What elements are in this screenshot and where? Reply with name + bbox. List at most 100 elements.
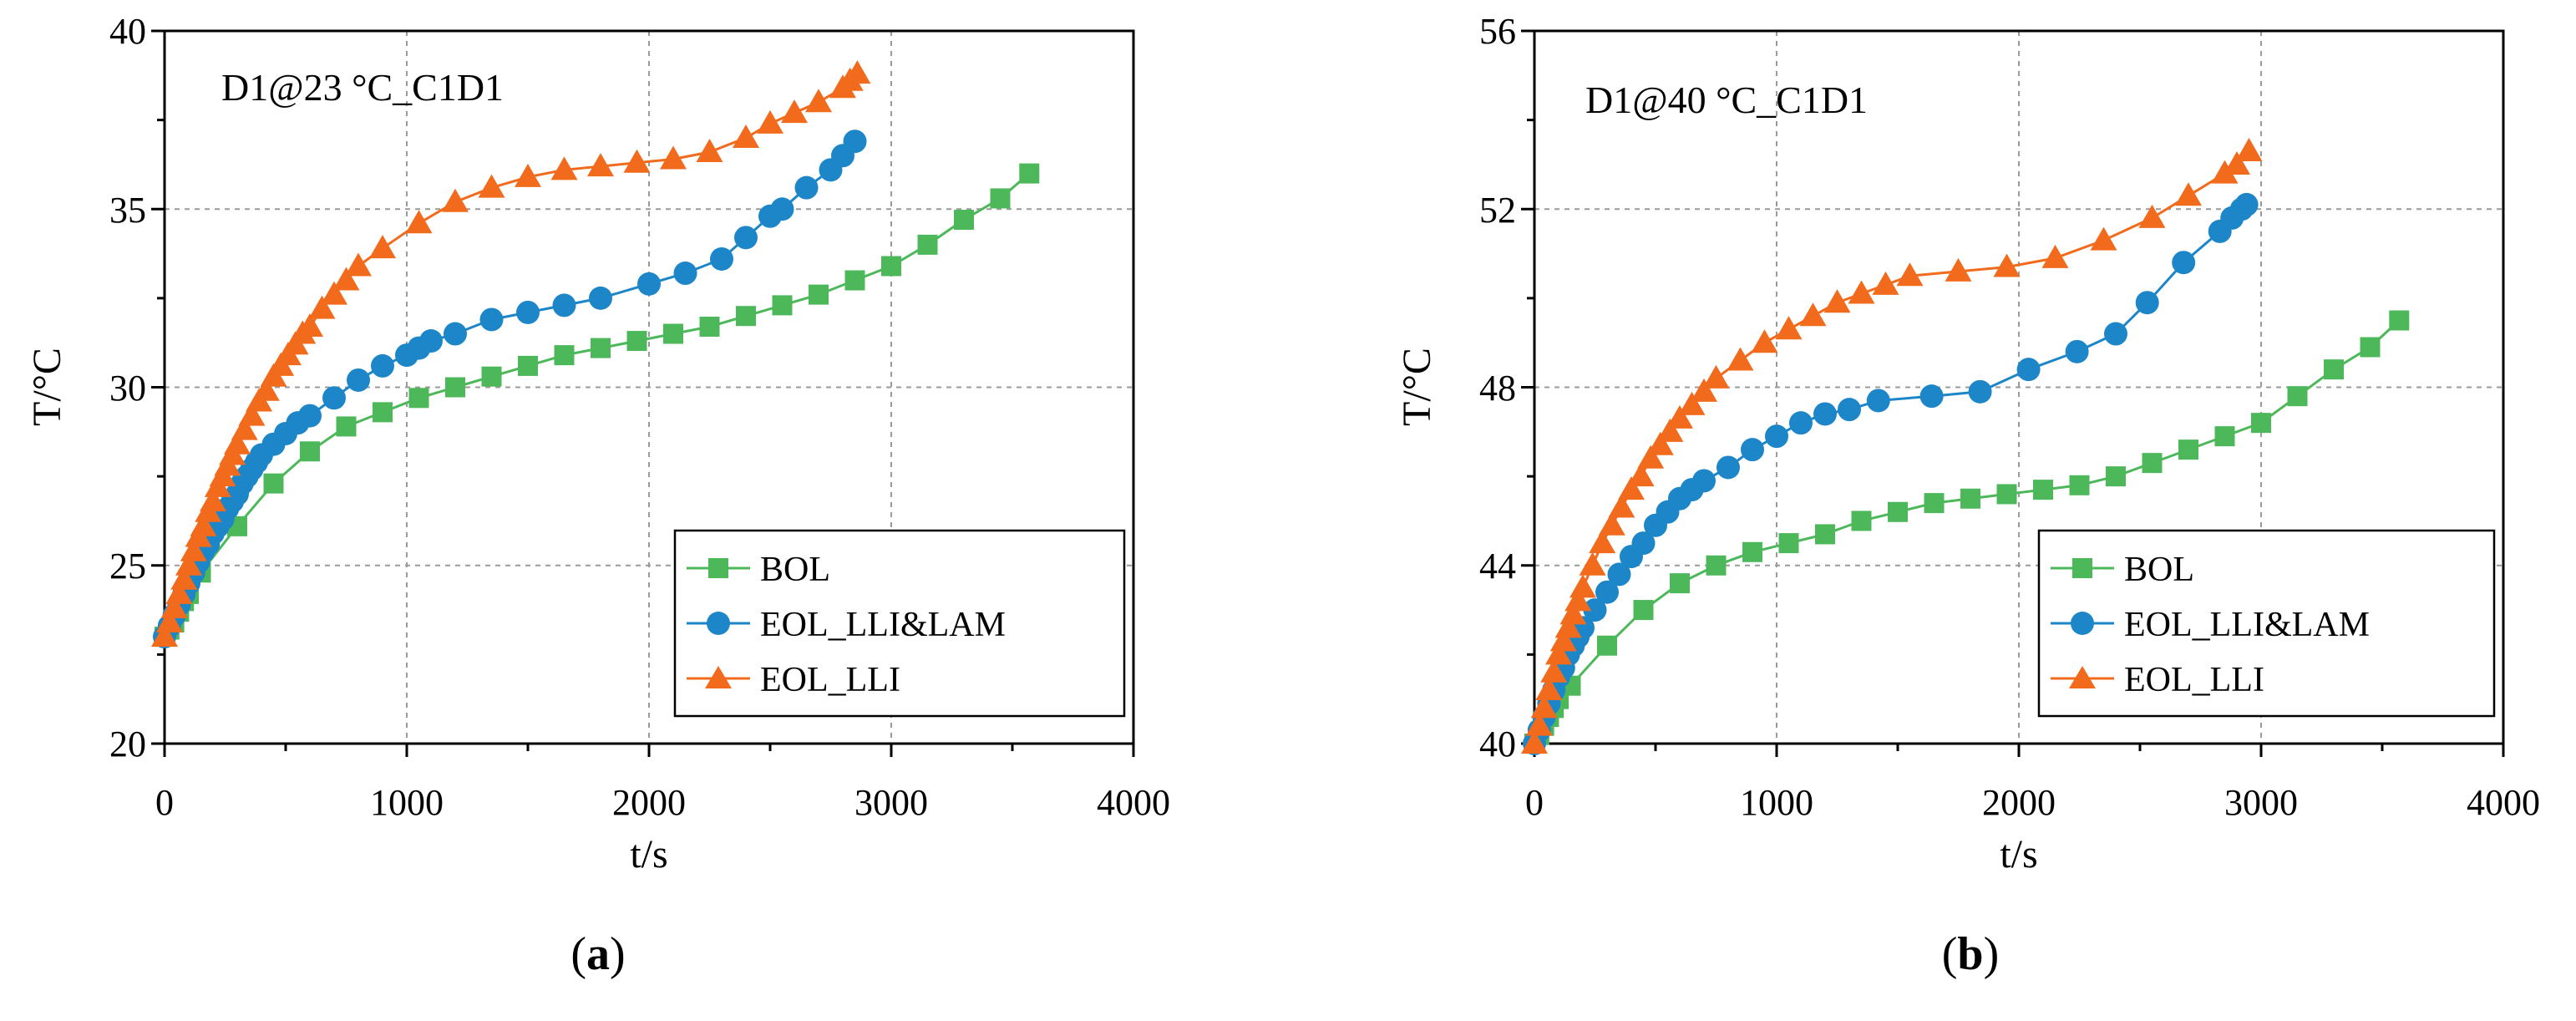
data-point-triangle xyxy=(2224,150,2250,175)
data-point-circle xyxy=(552,293,576,317)
data-point-triangle xyxy=(1618,476,1645,500)
x-axis-title: t/s xyxy=(630,832,667,876)
data-point-square xyxy=(1960,488,1980,509)
x-tick-label: 1000 xyxy=(1740,782,1813,823)
data-point-triangle xyxy=(180,537,207,561)
data-point-square xyxy=(2178,439,2198,460)
y-tick-label: 25 xyxy=(109,546,146,587)
data-point-circle xyxy=(589,286,612,310)
data-point-triangle xyxy=(231,416,258,440)
data-point-triangle xyxy=(1549,627,1577,652)
data-point-triangle xyxy=(1678,391,1706,415)
data-point-triangle xyxy=(1945,257,1972,282)
data-point-square xyxy=(1778,533,1799,554)
data-point-triangle xyxy=(442,188,469,212)
data-point-square xyxy=(300,441,320,462)
data-point-triangle xyxy=(1554,614,1582,638)
data-point-square xyxy=(1996,484,2017,505)
data-point-triangle xyxy=(1646,431,1674,455)
data-point-square xyxy=(2389,310,2410,331)
y-tick-labels: 40 44 48 52 56 xyxy=(1479,11,1516,764)
data-point-circle xyxy=(2016,358,2041,382)
panel-caption: (b) xyxy=(1942,928,1999,980)
data-point-square xyxy=(954,210,974,231)
data-point-triangle xyxy=(1579,551,1606,576)
data-point-triangle xyxy=(2211,160,2239,184)
data-point-square xyxy=(1742,541,1762,562)
y-axis-title: T/°C xyxy=(1395,348,1439,426)
data-point-square xyxy=(1633,600,1654,621)
y-tick-labels: 20 25 30 35 40 xyxy=(109,11,146,764)
data-point-triangle xyxy=(550,156,578,180)
data-point-triangle xyxy=(1627,463,1655,487)
data-point-triangle xyxy=(696,139,723,163)
data-point-triangle xyxy=(733,124,759,148)
data-point-circle xyxy=(298,404,322,428)
data-point-triangle xyxy=(2090,226,2117,251)
data-point-triangle xyxy=(190,512,217,536)
x-tick-label: 4000 xyxy=(1097,782,1170,823)
legend-label: EOL_LLI&LAM xyxy=(2124,606,2370,644)
data-point-triangle xyxy=(1775,316,1803,340)
series-layer xyxy=(151,60,1040,649)
x-tick-label: 1000 xyxy=(370,782,444,823)
data-point-square xyxy=(336,416,357,437)
legend-label: EOL_LLI&LAM xyxy=(760,606,1006,644)
legend-marker-triangle xyxy=(705,666,732,688)
data-point-circle xyxy=(371,353,394,378)
data-point-triangle xyxy=(175,551,202,576)
data-point-square xyxy=(2251,413,2271,434)
y-tick-label: 40 xyxy=(1479,724,1516,764)
data-point-triangle xyxy=(1656,418,1684,442)
data-point-triangle xyxy=(1666,404,1693,429)
data-point-square xyxy=(1924,493,1945,514)
data-point-square xyxy=(626,331,647,352)
data-point-circle xyxy=(322,386,346,410)
legend-marker-triangle xyxy=(2069,666,2096,688)
y-tick-label: 30 xyxy=(109,368,146,409)
data-point-circle xyxy=(1595,580,1619,604)
legend-label: EOL_LLI xyxy=(760,661,900,699)
data-point-triangle xyxy=(1691,378,1717,402)
data-point-triangle xyxy=(844,60,871,84)
legend-marker-circle xyxy=(707,612,730,635)
data-point-triangle xyxy=(1540,658,1568,683)
data-point-circle xyxy=(516,300,540,324)
legend-marker-square xyxy=(708,558,728,578)
data-point-triangle xyxy=(2138,204,2166,228)
x-tick-label: 3000 xyxy=(2224,782,2298,823)
data-point-circle xyxy=(1692,469,1716,493)
data-point-triangle xyxy=(170,566,198,590)
data-point-triangle xyxy=(1525,712,1553,736)
data-point-square xyxy=(699,316,720,337)
data-point-triangle xyxy=(321,281,347,305)
data-point-square xyxy=(1888,501,1908,522)
data-point-circle xyxy=(2065,339,2089,363)
data-point-triangle xyxy=(160,594,188,618)
data-point-triangle xyxy=(1848,280,1875,304)
legend-label: EOL_LLI xyxy=(2124,661,2264,699)
data-point-triangle xyxy=(1569,574,1596,598)
data-point-triangle xyxy=(1535,677,1563,701)
data-point-triangle xyxy=(1727,347,1754,371)
data-point-circle xyxy=(1607,562,1631,587)
data-point-triangle xyxy=(1799,302,1827,327)
data-point-square xyxy=(2106,466,2126,487)
data-point-triangle xyxy=(805,89,832,113)
data-point-circle xyxy=(1813,402,1837,426)
data-point-circle xyxy=(1716,455,1740,480)
data-point-circle xyxy=(1919,384,1944,409)
data-point-circle xyxy=(637,272,661,296)
legend-label: BOL xyxy=(760,551,830,589)
y-tick-label: 40 xyxy=(109,11,146,52)
x-tick-label: 2000 xyxy=(612,782,686,823)
data-point-square xyxy=(2069,475,2090,495)
data-point-triangle xyxy=(308,295,336,319)
chart-panel-a: 0 1000 2000 3000 4000 20 25 30 35 40 t/s… xyxy=(25,11,1170,980)
x-tick-labels: 0 1000 2000 3000 4000 xyxy=(155,782,1170,823)
x-tick-label: 2000 xyxy=(1982,782,2056,823)
data-point-circle xyxy=(479,307,504,332)
panel-caption: (a) xyxy=(570,928,625,980)
data-point-square xyxy=(1706,555,1727,576)
